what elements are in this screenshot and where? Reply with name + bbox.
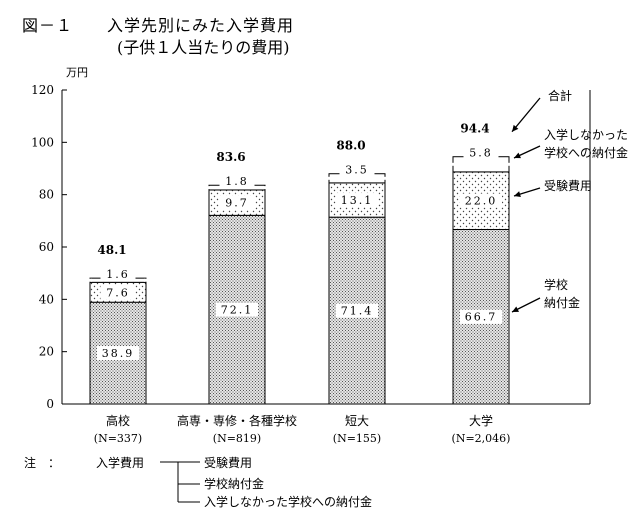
bar-break-left [451, 162, 455, 166]
data-label-bg [100, 267, 136, 282]
chart-title: 図－１ 入学先別にみた入学費用 [22, 16, 295, 35]
y-tick-label: 80 [39, 188, 54, 202]
data-label-bg [336, 193, 378, 208]
annotation-arrowhead [512, 306, 519, 312]
annotation-arrow [511, 97, 541, 133]
annotation-arrowhead [514, 191, 521, 198]
y-tick-label: 120 [31, 83, 54, 97]
data-label: 72.1 [221, 304, 254, 317]
x-category-n: (N=2,046) [452, 432, 511, 445]
data-label: 9.7 [225, 197, 249, 210]
note-child: 入学しなかった学校への納付金 [204, 494, 372, 509]
data-label: 38.9 [102, 347, 135, 360]
annotation-unenrolled: 入学しなかった [544, 127, 628, 142]
annotation-exam: 受験費用 [544, 178, 592, 193]
data-label: 1.6 [106, 268, 130, 281]
annotation-arrowhead [512, 124, 519, 132]
data-label-bg [460, 193, 502, 208]
y-tick-label: 20 [39, 345, 54, 359]
data-label: 5.8 [469, 147, 493, 160]
x-category-n: (N=155) [333, 432, 381, 445]
y-tick-label: 0 [46, 397, 54, 411]
data-label-bg [339, 162, 375, 177]
note-child: 受験費用 [204, 455, 252, 470]
data-label: 1.8 [225, 175, 249, 188]
y-tick-label: 100 [31, 135, 54, 149]
y-tick-label: 40 [39, 292, 54, 306]
data-label-bg [216, 302, 258, 317]
total-label: 83.6 [216, 150, 245, 164]
y-axis-unit: 万円 [66, 66, 88, 79]
annotation-tuition: 納付金 [544, 295, 580, 310]
data-label: 71.4 [341, 305, 374, 318]
bar-break-left [327, 176, 331, 180]
x-category-label: 高校 [106, 413, 130, 428]
x-category-n: (N=819) [213, 432, 261, 445]
bar-break-left [88, 278, 92, 282]
total-label: 94.4 [460, 122, 489, 136]
data-label-bg [97, 346, 139, 361]
bar-break-right [383, 176, 387, 180]
y-tick-label: 60 [39, 240, 54, 254]
data-label: 22.0 [465, 195, 498, 208]
total-label: 48.1 [97, 243, 126, 257]
chart-subtitle: (子供１人当たりの費用) [117, 38, 290, 57]
bar-break-right [507, 162, 511, 166]
note-label: 注 ： [24, 455, 60, 470]
annotation-unenrolled: 学校への納付金 [544, 145, 628, 160]
annotation-arrowhead [514, 152, 521, 159]
total-label: 88.0 [336, 139, 365, 153]
data-label-bg [219, 195, 255, 210]
data-label: 66.7 [465, 311, 498, 324]
x-category-label: 高専・専修・各種学校 [177, 413, 297, 428]
x-category-label: 短大 [345, 414, 369, 428]
data-label-bg [219, 174, 255, 189]
note-child: 学校納付金 [204, 476, 264, 491]
data-label-bg [460, 309, 502, 324]
data-label: 3.5 [345, 164, 369, 177]
bar-break-right [144, 278, 148, 282]
annotation-tuition: 学校 [544, 277, 568, 292]
x-category-n: (N=337) [94, 432, 142, 445]
bar-break-right [263, 186, 267, 190]
bar-break-left [207, 186, 211, 190]
x-category-label: 大学 [469, 413, 493, 428]
note-parent: 入学費用 [96, 455, 144, 470]
data-label-bg [336, 303, 378, 318]
data-label: 13.1 [341, 194, 374, 207]
data-label-bg [463, 145, 499, 160]
annotation-total: 合計 [548, 88, 572, 103]
data-label-bg [100, 285, 136, 300]
data-label: 7.6 [106, 286, 130, 299]
